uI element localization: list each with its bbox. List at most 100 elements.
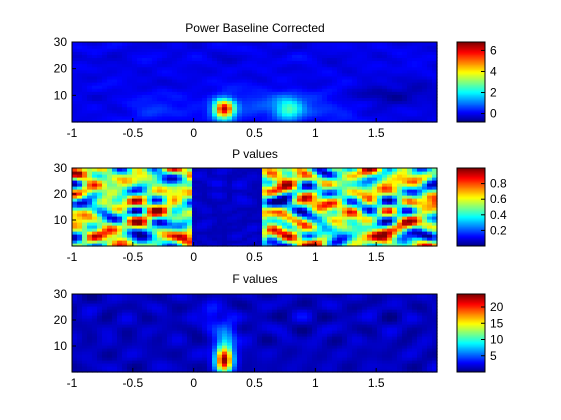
heatmap-cell xyxy=(192,118,198,123)
heatmap-cell xyxy=(342,66,348,71)
heatmap-cell xyxy=(217,57,223,62)
heatmap-cell xyxy=(242,330,248,334)
heatmap-cell xyxy=(292,210,298,214)
heatmap-cell xyxy=(182,97,188,102)
heatmap-cell xyxy=(307,243,313,247)
heatmap-cell xyxy=(117,168,123,172)
heatmap-cell xyxy=(277,234,283,238)
heatmap-cell xyxy=(117,345,123,349)
heatmap-cell xyxy=(257,333,263,337)
heatmap-cell xyxy=(322,366,328,370)
heatmap-cell xyxy=(402,366,408,370)
heatmap-cell xyxy=(232,115,238,120)
colorbar-tick-label: 2 xyxy=(490,86,497,100)
heatmap-cell xyxy=(277,369,283,373)
heatmap-cell xyxy=(287,198,293,202)
heatmap-cell xyxy=(97,354,103,358)
heatmap-cell xyxy=(342,180,348,184)
heatmap-cell xyxy=(87,216,93,220)
heatmap-cell xyxy=(302,168,308,172)
heatmap-cell xyxy=(297,171,303,175)
heatmap-cell xyxy=(162,63,168,68)
heatmap-cell xyxy=(92,240,98,244)
heatmap-cell xyxy=(147,48,153,52)
heatmap-cell xyxy=(117,243,123,247)
heatmap-cell xyxy=(247,51,253,55)
heatmap-cell xyxy=(97,192,103,196)
heatmap-cell xyxy=(387,186,393,190)
heatmap-cell xyxy=(417,63,423,68)
heatmap-cell xyxy=(232,171,238,175)
heatmap-cell xyxy=(107,57,113,62)
heatmap-cell xyxy=(117,106,123,111)
heatmap-cell xyxy=(387,213,393,217)
heatmap-cell xyxy=(297,186,303,190)
heatmap-cell xyxy=(372,60,378,65)
heatmap-cell xyxy=(147,63,153,68)
heatmap-cell xyxy=(297,231,303,235)
heatmap-cell xyxy=(227,243,233,247)
heatmap-cell xyxy=(77,201,83,205)
heatmap-cell xyxy=(287,192,293,196)
heatmap-cell xyxy=(282,216,288,220)
heatmap-cell xyxy=(312,57,318,62)
heatmap-cell xyxy=(92,103,98,108)
heatmap-cell xyxy=(387,69,393,74)
heatmap-cell xyxy=(182,201,188,205)
heatmap-cell xyxy=(147,174,153,178)
heatmap-cell xyxy=(92,201,98,205)
heatmap-cell xyxy=(242,201,248,205)
heatmap-cell xyxy=(157,345,163,349)
heatmap-cell xyxy=(407,72,413,77)
heatmap-cell xyxy=(397,45,403,49)
heatmap-cell xyxy=(332,231,338,235)
heatmap-cell xyxy=(157,198,163,202)
heatmap-cell xyxy=(312,103,318,108)
heatmap-cell xyxy=(127,195,133,199)
heatmap-cell xyxy=(232,91,238,95)
heatmap-cell xyxy=(407,69,413,74)
heatmap-cell xyxy=(82,177,88,181)
colorbar-cell xyxy=(457,204,485,207)
heatmap-cell xyxy=(422,63,428,68)
heatmap-cell xyxy=(242,333,248,337)
heatmap-cell xyxy=(147,231,153,235)
heatmap-cell xyxy=(182,118,188,123)
heatmap-cell xyxy=(167,75,173,80)
heatmap-cell xyxy=(77,88,83,92)
heatmap-cell xyxy=(422,100,428,105)
heatmap-cell xyxy=(107,357,113,361)
heatmap-cell xyxy=(262,189,268,193)
heatmap-cell xyxy=(347,228,353,232)
heatmap-cell xyxy=(422,222,428,226)
heatmap-cell xyxy=(127,240,133,244)
heatmap-cell xyxy=(212,69,218,74)
heatmap-cell xyxy=(232,100,238,105)
heatmap-cell xyxy=(162,103,168,108)
heatmap-cell xyxy=(137,69,143,74)
heatmap-cell xyxy=(352,115,358,120)
heatmap-cell xyxy=(107,231,113,235)
heatmap-cell xyxy=(367,369,373,373)
colorbar-cell xyxy=(457,93,485,95)
heatmap-cell xyxy=(232,103,238,108)
heatmap-cell xyxy=(172,351,178,355)
heatmap-cell xyxy=(132,336,138,340)
heatmap-cell xyxy=(417,45,423,49)
heatmap-cell xyxy=(217,336,223,340)
heatmap-cell xyxy=(107,363,113,367)
heatmap-cell xyxy=(287,180,293,184)
heatmap-cell xyxy=(72,109,78,114)
heatmap-cell xyxy=(137,48,143,52)
heatmap-cell xyxy=(257,69,263,74)
heatmap-cell xyxy=(222,45,228,49)
heatmap-cell xyxy=(257,219,263,223)
heatmap-cell xyxy=(277,198,283,202)
heatmap-cell xyxy=(102,48,108,52)
heatmap-cell xyxy=(192,94,198,98)
heatmap-cell xyxy=(227,237,233,241)
heatmap-cell xyxy=(337,112,343,117)
heatmap-cell xyxy=(132,97,138,102)
heatmap-cell xyxy=(352,354,358,358)
